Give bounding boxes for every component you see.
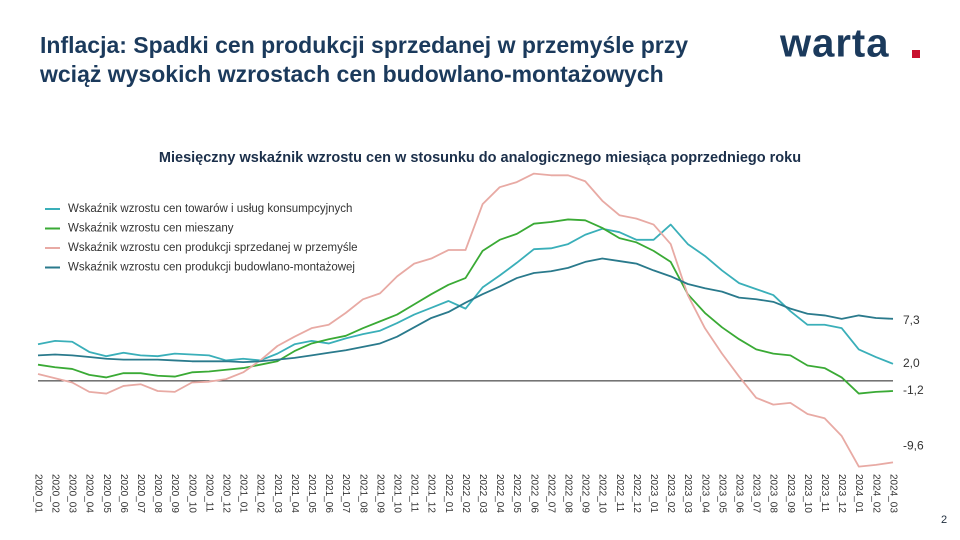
page-number: 2 (941, 514, 947, 526)
x-tick-label: 2023_11 (819, 474, 830, 513)
x-tick-label: 2023_08 (768, 474, 779, 513)
x-tick-label: 2020_07 (135, 474, 146, 513)
series-line (37, 172, 894, 468)
value-label: 2,0 (903, 356, 920, 370)
x-tick-label: 2023_02 (665, 474, 676, 513)
slide-title-line-1: Inflacja: Spadki cen produkcji sprzedane… (40, 32, 688, 58)
x-tick-label: 2020_02 (49, 474, 60, 513)
x-tick-label: 2021_05 (306, 474, 317, 513)
x-tick-label: 2020_12 (220, 474, 231, 513)
x-tick-label: 2022_01 (443, 474, 454, 513)
x-tick-label: 2022_04 (494, 474, 505, 513)
x-tick-label: 2022_02 (460, 474, 471, 513)
x-tick-label: 2020_08 (152, 474, 163, 513)
value-label: -9,6 (903, 439, 924, 453)
chart-title: Miesięczny wskaźnik wzrostu cen w stosun… (159, 150, 801, 166)
series-line (37, 218, 894, 395)
x-tick-label: 2020_05 (101, 474, 112, 513)
x-tick-label: 2021_07 (340, 474, 351, 513)
series-line (37, 257, 894, 364)
value-label: 7,3 (903, 313, 920, 327)
x-tick-label: 2020_11 (203, 474, 214, 513)
x-tick-label: 2022_07 (545, 474, 556, 513)
x-tick-label: 2022_03 (477, 474, 488, 513)
series-line (37, 223, 894, 365)
x-tick-label: 2021_09 (374, 474, 385, 513)
x-tick-label: 2023_01 (648, 474, 659, 513)
plot: 2020_01 2020_02 2020_03 2020_04 2020_05 2020_… (32, 172, 924, 513)
x-tick-label: 2022_09 (580, 474, 591, 513)
x-tick-label: 2020_09 (169, 474, 180, 513)
x-tick-label: 2020_04 (84, 474, 95, 513)
logo-dot (912, 50, 920, 58)
legend-label: Wskaźnik wzrostu cen produkcji sprzedane… (68, 242, 358, 254)
logo: warta (779, 22, 890, 66)
x-tick-label: 2020_01 (32, 474, 43, 513)
slide-title-line-2: wciąż wysokich wzrostach cen budowlano-m… (39, 61, 664, 87)
x-tick-label: 2022_12 (631, 474, 642, 513)
x-tick-label: 2021_12 (426, 474, 437, 513)
x-tick-label: 2023_06 (733, 474, 744, 513)
x-tick-label: 2023_10 (802, 474, 813, 513)
x-tick-label: 2021_02 (255, 474, 266, 513)
x-tick-label: 2021_03 (272, 474, 283, 513)
x-tick-label: 2021_10 (391, 474, 402, 513)
x-tick-label: 2023_12 (836, 474, 847, 513)
x-tick-label: 2023_03 (682, 474, 693, 513)
legend-label: Wskaźnik wzrostu cen towarów i usług kon… (68, 203, 352, 215)
x-tick-label: 2020_06 (118, 474, 129, 513)
x-tick-label: 2023_09 (785, 474, 796, 513)
x-tick-label: 2021_06 (323, 474, 334, 513)
value-label: -1,2 (903, 383, 924, 397)
x-tick-label: 2020_03 (67, 474, 78, 513)
x-tick-label: 2022_11 (614, 474, 625, 513)
x-tick-label: 2020_10 (186, 474, 197, 513)
x-tick-label: 2023_04 (699, 474, 710, 513)
x-tick-label: 2023_07 (751, 474, 762, 513)
x-tick-label: 2022_05 (511, 474, 522, 513)
x-tick-label: 2024_03 (887, 474, 898, 513)
x-tick-label: 2021_04 (289, 474, 300, 513)
x-tick-label: 2021_08 (357, 474, 368, 513)
x-tick-label: 2021_11 (409, 474, 420, 513)
x-tick-label: 2021_01 (238, 474, 249, 513)
x-tick-label: 2023_05 (716, 474, 727, 513)
x-tick-label: 2022_08 (562, 474, 573, 513)
x-tick-label: 2022_06 (528, 474, 539, 513)
x-tick-label: 2024_02 (870, 474, 881, 513)
legend-label: Wskaźnik wzrostu cen mieszany (68, 223, 234, 235)
x-tick-label: 2022_10 (597, 474, 608, 513)
x-tick-label: 2024_01 (853, 474, 864, 513)
legend-label: Wskaźnik wzrostu cen produkcji budowlano… (68, 262, 355, 274)
